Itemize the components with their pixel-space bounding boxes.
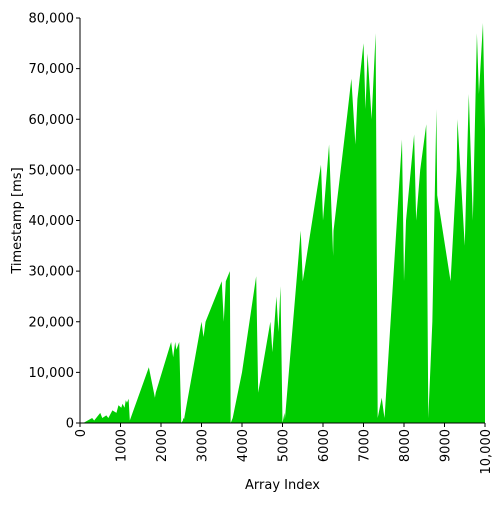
area-series-0 (80, 23, 485, 424)
x-tick-label: 10,000 (479, 429, 494, 475)
y-tick-label: 0 (66, 417, 74, 432)
x-tick-label: 7000 (358, 429, 373, 462)
x-axis-ticks: 0 1000 2000 3000 4000 5000 6000 7000 8000 9000 10,… (74, 423, 494, 475)
x-tick-label: 4000 (236, 429, 251, 462)
x-tick-label: 8000 (398, 429, 413, 462)
x-tick-label: 9000 (439, 429, 454, 462)
y-tick-label: 70,000 (29, 62, 75, 77)
y-tick-label: 40,000 (29, 214, 75, 229)
y-tick-label: 20,000 (29, 315, 75, 330)
y-tick-label: 50,000 (29, 163, 75, 178)
x-axis-title: Array Index (245, 478, 320, 493)
x-tick-label: 0 (74, 429, 89, 437)
x-tick-label: 6000 (317, 429, 332, 462)
x-tick-label: 1000 (115, 429, 130, 462)
y-tick-label: 10,000 (29, 366, 75, 381)
y-tick-label: 80,000 (29, 12, 75, 27)
y-axis-ticks: 0 10,000 20,000 30,000 40,000 50,000 60,000 70,… (29, 12, 80, 432)
x-tick-label: 5000 (277, 429, 292, 462)
y-tick-label: 30,000 (29, 265, 75, 280)
x-tick-label: 3000 (196, 429, 211, 462)
area-layer (80, 23, 485, 424)
y-tick-label: 60,000 (29, 113, 75, 128)
y-axis-title: Timestamp [ms] (10, 167, 25, 274)
x-tick-label: 2000 (155, 429, 170, 462)
